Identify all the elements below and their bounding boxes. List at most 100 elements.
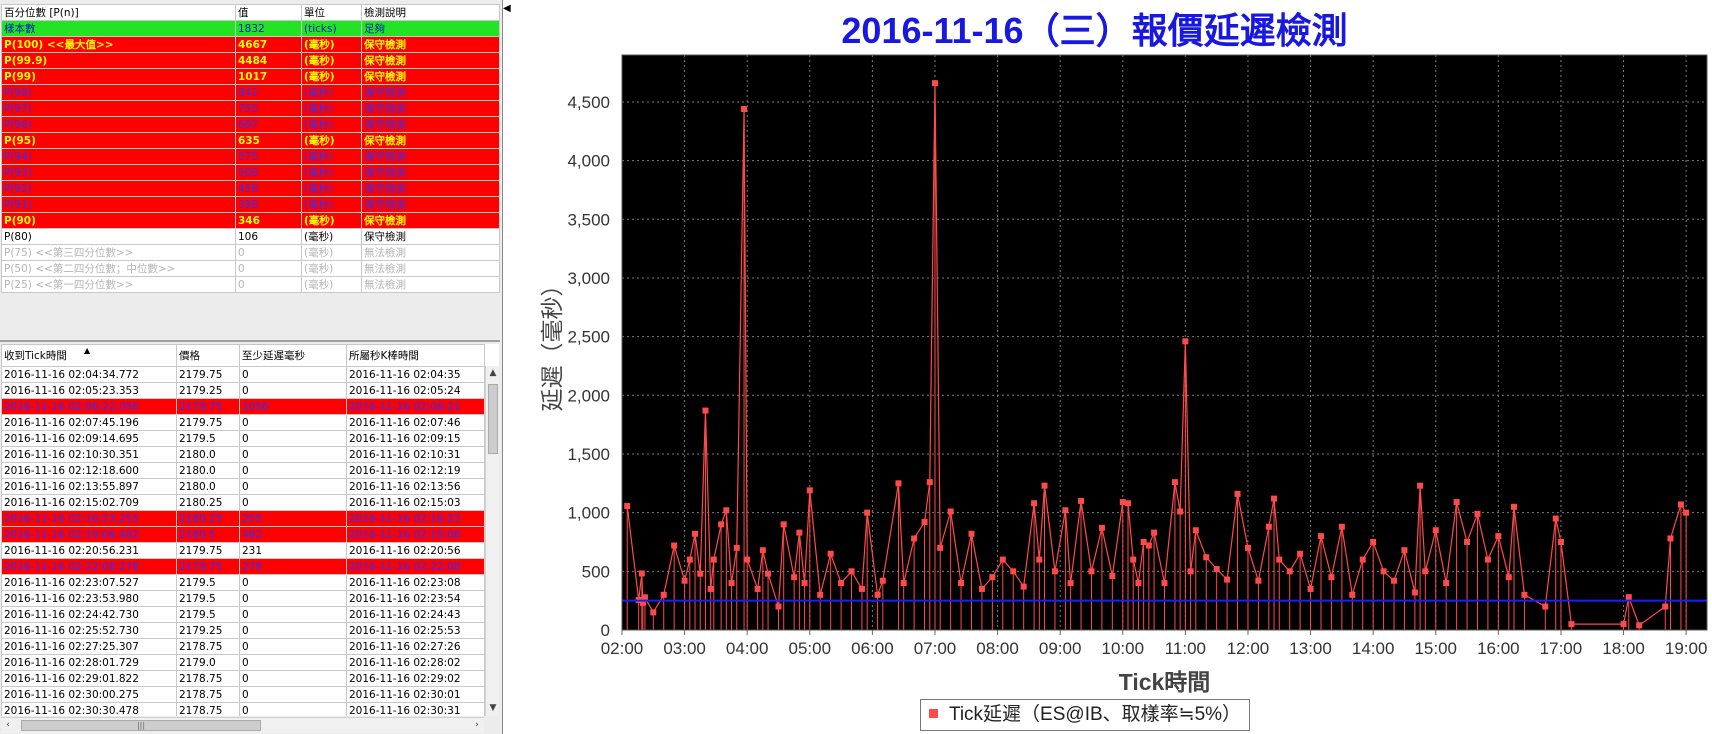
- tick-row[interactable]: 2016-11-16 02:30:00.275 2178.75 0 2016-11-1…: [1, 686, 485, 703]
- percentile-note: 保守檢測: [361, 132, 500, 149]
- percentile-row[interactable]: P(98) 842 (毫秒) 保守檢測: [1, 84, 500, 101]
- tick-row[interactable]: 2016-11-16 02:10:30.351 2180.0 0 2016-11-16…: [1, 446, 485, 463]
- latency-point-marker: [1203, 554, 1210, 561]
- vertical-scrollbar[interactable]: ▲ ▼: [485, 366, 499, 716]
- percentile-value: 346: [235, 212, 302, 229]
- scroll-down-icon[interactable]: ▼: [489, 703, 497, 713]
- percentile-value: 508: [235, 164, 302, 181]
- scroll-up-icon[interactable]: ▲: [489, 368, 497, 378]
- latency-point-marker: [1255, 577, 1262, 584]
- tick-row[interactable]: 2016-11-16 02:04:34.772 2179.75 0 2016-11-1…: [1, 366, 485, 383]
- tick-delay: 0: [239, 590, 347, 607]
- tick-row[interactable]: 2016-11-16 02:28:01.729 2179.0 0 2016-11-16…: [1, 654, 485, 671]
- tick-table-body: 2016-11-16 02:04:34.772 2179.75 0 2016-11-1…: [1, 366, 485, 716]
- y-tick-label: 4,500: [567, 93, 610, 112]
- panel-splitter[interactable]: [0, 340, 500, 342]
- tick-row[interactable]: 2016-11-16 02:30:30.478 2178.75 0 2016-11-1…: [1, 702, 485, 716]
- tick-table: 收到Tick時間 ▲ 價格 至少延遲毫秒 所屬秒K棒時間 2016-11-16 …: [1, 344, 485, 716]
- percentile-row[interactable]: P(99) 1017 (毫秒) 保守檢測: [1, 68, 500, 85]
- percentile-unit: (毫秒): [301, 196, 362, 213]
- latency-point-marker: [754, 585, 761, 592]
- percentile-row[interactable]: P(96) 687 (毫秒) 保守檢測: [1, 116, 500, 133]
- tick-time: 2016-11-16 02:16:23.255: [1, 510, 177, 527]
- percentile-row[interactable]: P(25) <<第一四分位數>> 0 (毫秒) 無法檢測: [1, 276, 500, 293]
- scroll-left-icon[interactable]: ‹: [6, 720, 10, 730]
- tick-row[interactable]: 2016-11-16 02:27:25.307 2178.75 0 2016-11-1…: [1, 638, 485, 655]
- percentile-label: P(98): [1, 84, 236, 101]
- percentile-row[interactable]: P(94) 575 (毫秒) 保守檢測: [1, 148, 500, 165]
- tick-row[interactable]: 2016-11-16 02:22:08.278 2179.75 278 2016-11…: [1, 558, 485, 575]
- percentile-unit: (毫秒): [301, 180, 362, 197]
- legend-label: Tick延遲（ES@IB、取樣率≒5%）: [948, 704, 1242, 725]
- tick-row[interactable]: 2016-11-16 02:25:52.730 2179.25 0 2016-11-1…: [1, 622, 485, 639]
- percentile-label: P(95): [1, 132, 236, 149]
- latency-point-marker: [1135, 580, 1142, 587]
- x-tick-label: 05:00: [789, 639, 832, 658]
- tick-header-delay[interactable]: 至少延遲毫秒: [239, 344, 347, 367]
- tick-row[interactable]: 2016-11-16 02:09:14.695 2179.5 0 2016-11-16…: [1, 430, 485, 447]
- latency-point-marker: [931, 80, 938, 87]
- tick-delay: 0: [239, 478, 347, 495]
- percentile-row[interactable]: P(75) <<第三四分位數>> 0 (毫秒) 無法檢測: [1, 244, 500, 261]
- tick-price: 2179.75: [176, 558, 240, 575]
- tick-row[interactable]: 2016-11-16 02:15:02.709 2180.25 0 2016-11-1…: [1, 494, 485, 511]
- tick-row[interactable]: 2016-11-16 02:23:53.980 2179.5 0 2016-11-16…: [1, 590, 485, 607]
- percentile-header-label[interactable]: 百分位數 [P(n)]: [1, 4, 236, 21]
- percentile-row[interactable]: P(50) <<第二四分位數；中位數>> 0 (毫秒) 無法檢測: [1, 260, 500, 277]
- percentile-row[interactable]: P(80) 106 (毫秒) 保守檢測: [1, 228, 500, 245]
- tick-header-price[interactable]: 價格: [176, 344, 240, 367]
- percentile-row[interactable]: P(93) 508 (毫秒) 保守檢測: [1, 164, 500, 181]
- x-tick-label: 04:00: [726, 639, 769, 658]
- percentile-row[interactable]: P(97) 755 (毫秒) 保守檢測: [1, 100, 500, 117]
- percentile-row[interactable]: P(90) 346 (毫秒) 保守檢測: [1, 212, 500, 229]
- tick-row[interactable]: 2016-11-16 02:05:23.353 2179.25 0 2016-11-1…: [1, 382, 485, 399]
- tick-price: 2178.75: [176, 686, 240, 703]
- percentile-note: 保守檢測: [361, 68, 500, 85]
- tick-bar-time: 2016-11-16 02:06:21: [346, 398, 485, 415]
- percentile-header-unit[interactable]: 單位: [301, 4, 362, 21]
- percentile-row[interactable]: P(91) 398 (毫秒) 保守檢測: [1, 196, 500, 213]
- horizontal-scroll-thumb[interactable]: |||: [21, 720, 261, 731]
- tick-row[interactable]: 2016-11-16 02:29:01.822 2178.75 0 2016-11-1…: [1, 670, 485, 687]
- tick-row[interactable]: 2016-11-16 02:06:22.056 2179.75 1056 2016-1…: [1, 398, 485, 415]
- tick-row[interactable]: 2016-11-16 02:19:06.482 2180.5 482 2016-11-…: [1, 526, 485, 543]
- tick-header-bar-time[interactable]: 所屬秒K棒時間: [346, 344, 485, 367]
- percentile-row[interactable]: P(92) 458 (毫秒) 保守檢測: [1, 180, 500, 197]
- latency-point-marker: [1683, 509, 1690, 516]
- latency-point-marker: [1557, 538, 1564, 545]
- tick-row[interactable]: 2016-11-16 02:13:55.897 2180.0 0 2016-11-16…: [1, 478, 485, 495]
- tick-row[interactable]: 2016-11-16 02:12:18.600 2180.0 0 2016-11-16…: [1, 462, 485, 479]
- horizontal-scrollbar[interactable]: ‹ ||| ›: [1, 717, 484, 733]
- latency-point-marker: [1432, 527, 1439, 534]
- tick-header-time[interactable]: 收到Tick時間 ▲: [1, 344, 177, 367]
- vertical-scroll-thumb[interactable]: [488, 384, 498, 454]
- percentile-header-value[interactable]: 值: [235, 4, 302, 21]
- percentile-note: 足夠: [361, 20, 500, 37]
- latency-point-marker: [650, 609, 657, 616]
- tick-row[interactable]: 2016-11-16 02:23:07.527 2179.5 0 2016-11-16…: [1, 574, 485, 591]
- percentile-value: 4484: [235, 52, 302, 69]
- collapse-panel-icon[interactable]: ◀: [503, 3, 511, 14]
- tick-row[interactable]: 2016-11-16 02:16:23.255 2180.25 255 2016-11…: [1, 510, 485, 527]
- percentile-row[interactable]: P(100) <<最大值>> 4667 (毫秒) 保守檢測: [1, 36, 500, 53]
- percentile-row[interactable]: 樣本數 1832 (ticks) 足夠: [1, 20, 500, 37]
- tick-row[interactable]: 2016-11-16 02:24:42.730 2179.5 0 2016-11-16…: [1, 606, 485, 623]
- percentile-label: P(92): [1, 180, 236, 197]
- tick-row[interactable]: 2016-11-16 02:07:45.196 2179.75 0 2016-11-1…: [1, 414, 485, 431]
- x-tick-label: 14:00: [1352, 639, 1395, 658]
- tick-time: 2016-11-16 02:15:02.709: [1, 494, 177, 511]
- scroll-right-icon[interactable]: ›: [475, 720, 479, 730]
- latency-point-marker: [1271, 495, 1278, 502]
- percentile-note: 保守檢測: [361, 212, 500, 229]
- latency-point-marker: [1636, 622, 1643, 629]
- percentile-label: P(99): [1, 68, 236, 85]
- percentile-row[interactable]: P(99.9) 4484 (毫秒) 保守檢測: [1, 52, 500, 69]
- percentile-label: P(93): [1, 164, 236, 181]
- tick-time: 2016-11-16 02:23:07.527: [1, 574, 177, 591]
- latency-point-marker: [1401, 547, 1408, 554]
- tick-row[interactable]: 2016-11-16 02:20:56.231 2179.75 231 2016-11…: [1, 542, 485, 559]
- percentile-unit: (毫秒): [301, 260, 362, 277]
- percentile-header-note[interactable]: 檢測說明: [361, 4, 500, 21]
- percentile-label: P(75) <<第三四分位數>>: [1, 244, 236, 261]
- percentile-row[interactable]: P(95) 635 (毫秒) 保守檢測: [1, 132, 500, 149]
